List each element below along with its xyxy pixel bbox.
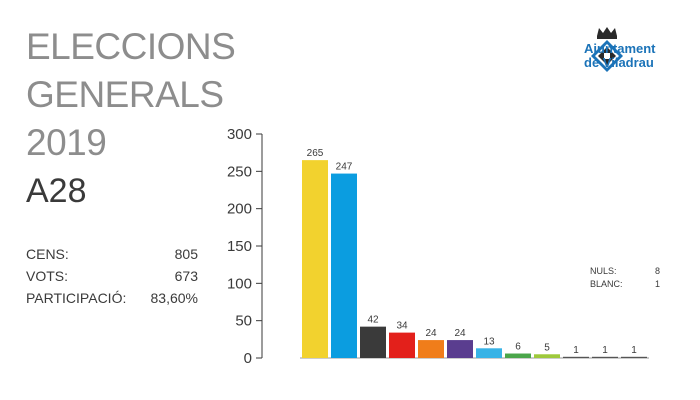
side-label: NULS: <box>590 266 617 276</box>
bar-value-label: 247 <box>336 162 353 173</box>
bar-value-label: 13 <box>483 336 495 347</box>
stat-value: 673 <box>174 268 198 284</box>
side-label: BLANC: <box>590 279 623 289</box>
stat-row-cens: CENS: 805 <box>26 243 198 265</box>
page-title-line-1: ELECCIONS <box>26 26 236 67</box>
side-stats: NULS: 8 BLANC: 1 <box>590 265 660 291</box>
y-tick-label: 200 <box>227 201 252 218</box>
page-title-line-2: GENERALS <box>26 74 224 115</box>
y-tick-label: 250 <box>227 163 252 180</box>
side-value: 8 <box>654 266 660 276</box>
bar-value-label: 6 <box>515 342 521 353</box>
bar-value-label: 1 <box>573 345 579 356</box>
bar-value-label: 34 <box>396 321 408 332</box>
bar <box>331 173 357 358</box>
y-tick-label: 300 <box>227 126 252 143</box>
stat-value: 83,60% <box>150 290 198 306</box>
side-row-blanc: BLANC: 1 <box>590 278 660 291</box>
bar-value-label: 1 <box>631 345 637 356</box>
stat-label: PARTICIPACIÓ: <box>26 290 127 306</box>
y-tick-label: 0 <box>244 350 252 367</box>
side-row-nuls: NULS: 8 <box>590 265 660 278</box>
stat-label: VOTS: <box>26 268 69 284</box>
bar-value-label: 265 <box>307 148 324 159</box>
stat-label: CENS: <box>26 246 69 262</box>
bar-value-label: 42 <box>367 315 379 326</box>
bar <box>447 340 473 358</box>
y-tick-label: 150 <box>227 238 252 255</box>
bar <box>534 354 560 358</box>
bar-value-label: 24 <box>454 328 466 339</box>
bar <box>360 326 386 358</box>
bar <box>563 356 589 358</box>
coat-of-arms-icon <box>591 27 623 72</box>
page-title-line-3: 2019 <box>26 122 107 163</box>
bar <box>621 356 647 358</box>
side-value: 1 <box>654 279 660 289</box>
table-code: A28 <box>26 172 87 210</box>
bar <box>505 353 531 358</box>
bar <box>476 348 502 358</box>
logo-line-2: de Viladrau <box>584 55 654 70</box>
stat-row-vots: VOTS: 673 <box>26 265 198 287</box>
stat-row-participacio: PARTICIPACIÓ: 83,60% <box>26 287 198 309</box>
stat-value: 805 <box>174 246 198 262</box>
bar <box>389 332 415 358</box>
y-tick-label: 100 <box>227 275 252 292</box>
y-tick-label: 50 <box>235 313 252 330</box>
bar <box>592 356 618 358</box>
logo-text: Ajuntament de Viladrau <box>584 42 656 70</box>
bar <box>302 160 328 358</box>
bar-value-label: 24 <box>425 328 437 339</box>
logo-line-1: Ajuntament <box>584 41 656 56</box>
bar-value-label: 1 <box>602 345 608 356</box>
stats-block: CENS: 805 VOTS: 673 PARTICIPACIÓ: 83,60% <box>26 243 198 309</box>
bar <box>418 340 444 358</box>
bar-value-label: 5 <box>544 342 550 353</box>
